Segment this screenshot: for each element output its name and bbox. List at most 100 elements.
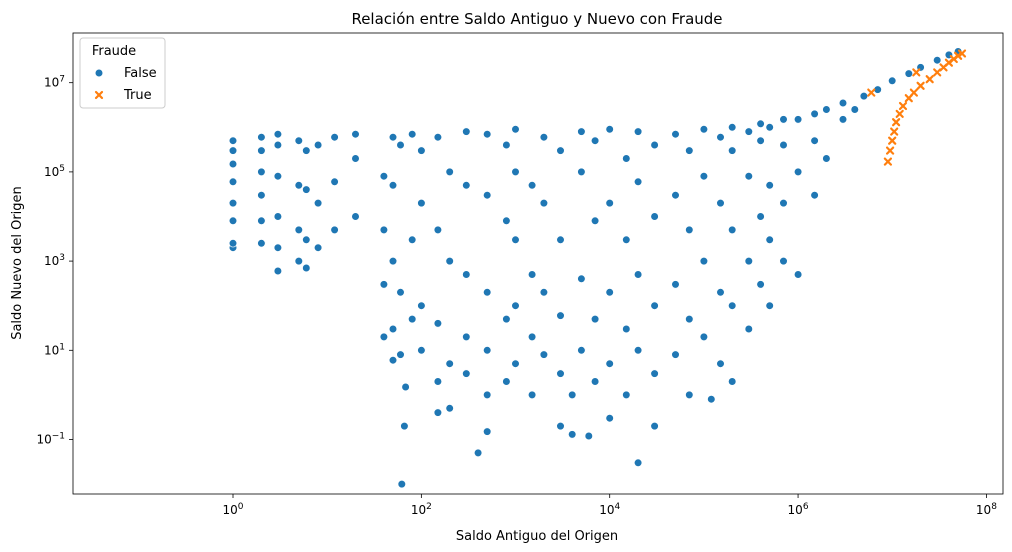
data-point-false [483, 427, 492, 436]
data-point-true [912, 68, 921, 77]
series-true-points [867, 49, 967, 166]
data-point-false [511, 301, 520, 310]
data-point-false [859, 91, 869, 101]
x-axis-title: Saldo Antiguo del Origen [456, 529, 618, 544]
data-point-true [957, 49, 967, 58]
data-point-false [577, 167, 586, 176]
data-point-false [433, 225, 443, 234]
data-point-false [417, 146, 426, 155]
data-point-false [462, 127, 471, 136]
data-point-false [633, 127, 643, 136]
data-point-false [793, 167, 803, 176]
data-point-false [417, 301, 426, 310]
data-point-false [433, 377, 443, 386]
data-point-false [622, 235, 631, 244]
data-point-false [590, 377, 600, 386]
x-axis-ticks: 100 102 104 106 108 [222, 494, 997, 517]
data-point-false [793, 270, 803, 279]
data-point-false [671, 280, 680, 289]
data-point-false [539, 288, 549, 297]
data-point-false [397, 480, 406, 489]
data-point-false [699, 172, 709, 181]
legend-marker-false [94, 68, 104, 78]
data-point-false [716, 288, 725, 297]
data-point-false [462, 369, 471, 378]
data-point-false [605, 199, 614, 208]
data-point-false [810, 109, 819, 118]
data-point-false [671, 191, 680, 200]
data-point-false [605, 125, 614, 134]
y-tick-label: 101 [44, 342, 65, 357]
data-point-false [793, 115, 803, 124]
data-point-false [527, 270, 537, 279]
data-point-true [895, 109, 904, 119]
data-point-false [622, 390, 631, 400]
data-point-false [228, 177, 238, 186]
data-point-false [257, 133, 266, 142]
data-point-false [810, 136, 819, 145]
x-tick-label: 104 [599, 502, 620, 517]
data-point-false [904, 69, 913, 78]
data-point-false [273, 130, 283, 139]
data-point-false [779, 115, 788, 124]
data-point-false [396, 140, 405, 150]
data-point-false [650, 369, 659, 378]
data-point-false [577, 127, 586, 136]
data-point-false [483, 346, 492, 355]
data-point-false [379, 172, 389, 181]
data-point-false [779, 140, 788, 150]
data-point-true [867, 88, 876, 97]
data-point-false [556, 369, 565, 378]
data-point-false [527, 332, 537, 342]
y-axis-ticks: 10−1 101 103 105 107 [36, 75, 73, 447]
data-point-false [716, 133, 725, 142]
data-point-false [744, 172, 753, 181]
data-point-false [388, 133, 398, 142]
data-point-false [396, 350, 405, 359]
data-point-false [685, 146, 694, 155]
data-point-false [302, 235, 311, 244]
data-point-false [314, 140, 323, 150]
x-tick-label: 108 [976, 502, 997, 517]
data-point-false [228, 159, 238, 169]
data-point-false [671, 130, 680, 139]
data-point-false [822, 154, 831, 163]
data-point-false [302, 263, 311, 273]
data-point-false [568, 390, 577, 400]
data-point-false [765, 301, 774, 310]
y-tick-label: 107 [44, 75, 65, 90]
data-point-false [401, 382, 410, 392]
legend-label-false: False [124, 66, 157, 81]
plot-frame [72, 32, 1004, 495]
data-point-false [502, 216, 511, 225]
data-point-false [765, 123, 774, 132]
y-tick-label: 103 [44, 253, 65, 268]
data-point-false [671, 350, 680, 359]
data-point-false [716, 199, 725, 208]
data-point-false [605, 414, 614, 423]
data-point-false [850, 105, 859, 114]
data-point-true [885, 146, 895, 155]
data-point-false [728, 377, 737, 386]
data-point-false [400, 422, 409, 431]
data-point-false [462, 332, 471, 342]
data-point-false [388, 257, 398, 266]
data-point-false [408, 130, 417, 139]
data-point-false [257, 146, 266, 155]
x-tick-label: 106 [788, 502, 809, 517]
data-point-false [728, 146, 737, 155]
x-tick-label: 102 [411, 502, 432, 517]
legend: Fraude False True [79, 37, 166, 109]
series-false-points [228, 47, 963, 489]
legend-box [79, 37, 166, 109]
data-point-false [756, 280, 765, 289]
data-point-false [838, 98, 848, 108]
data-point-false [756, 119, 765, 128]
data-point-false [765, 235, 774, 244]
data-point-false [685, 225, 694, 234]
data-point-true [909, 88, 919, 97]
data-point-false [650, 422, 659, 431]
data-point-false [716, 359, 725, 368]
data-point-false [379, 225, 389, 234]
data-point-false [699, 332, 709, 342]
